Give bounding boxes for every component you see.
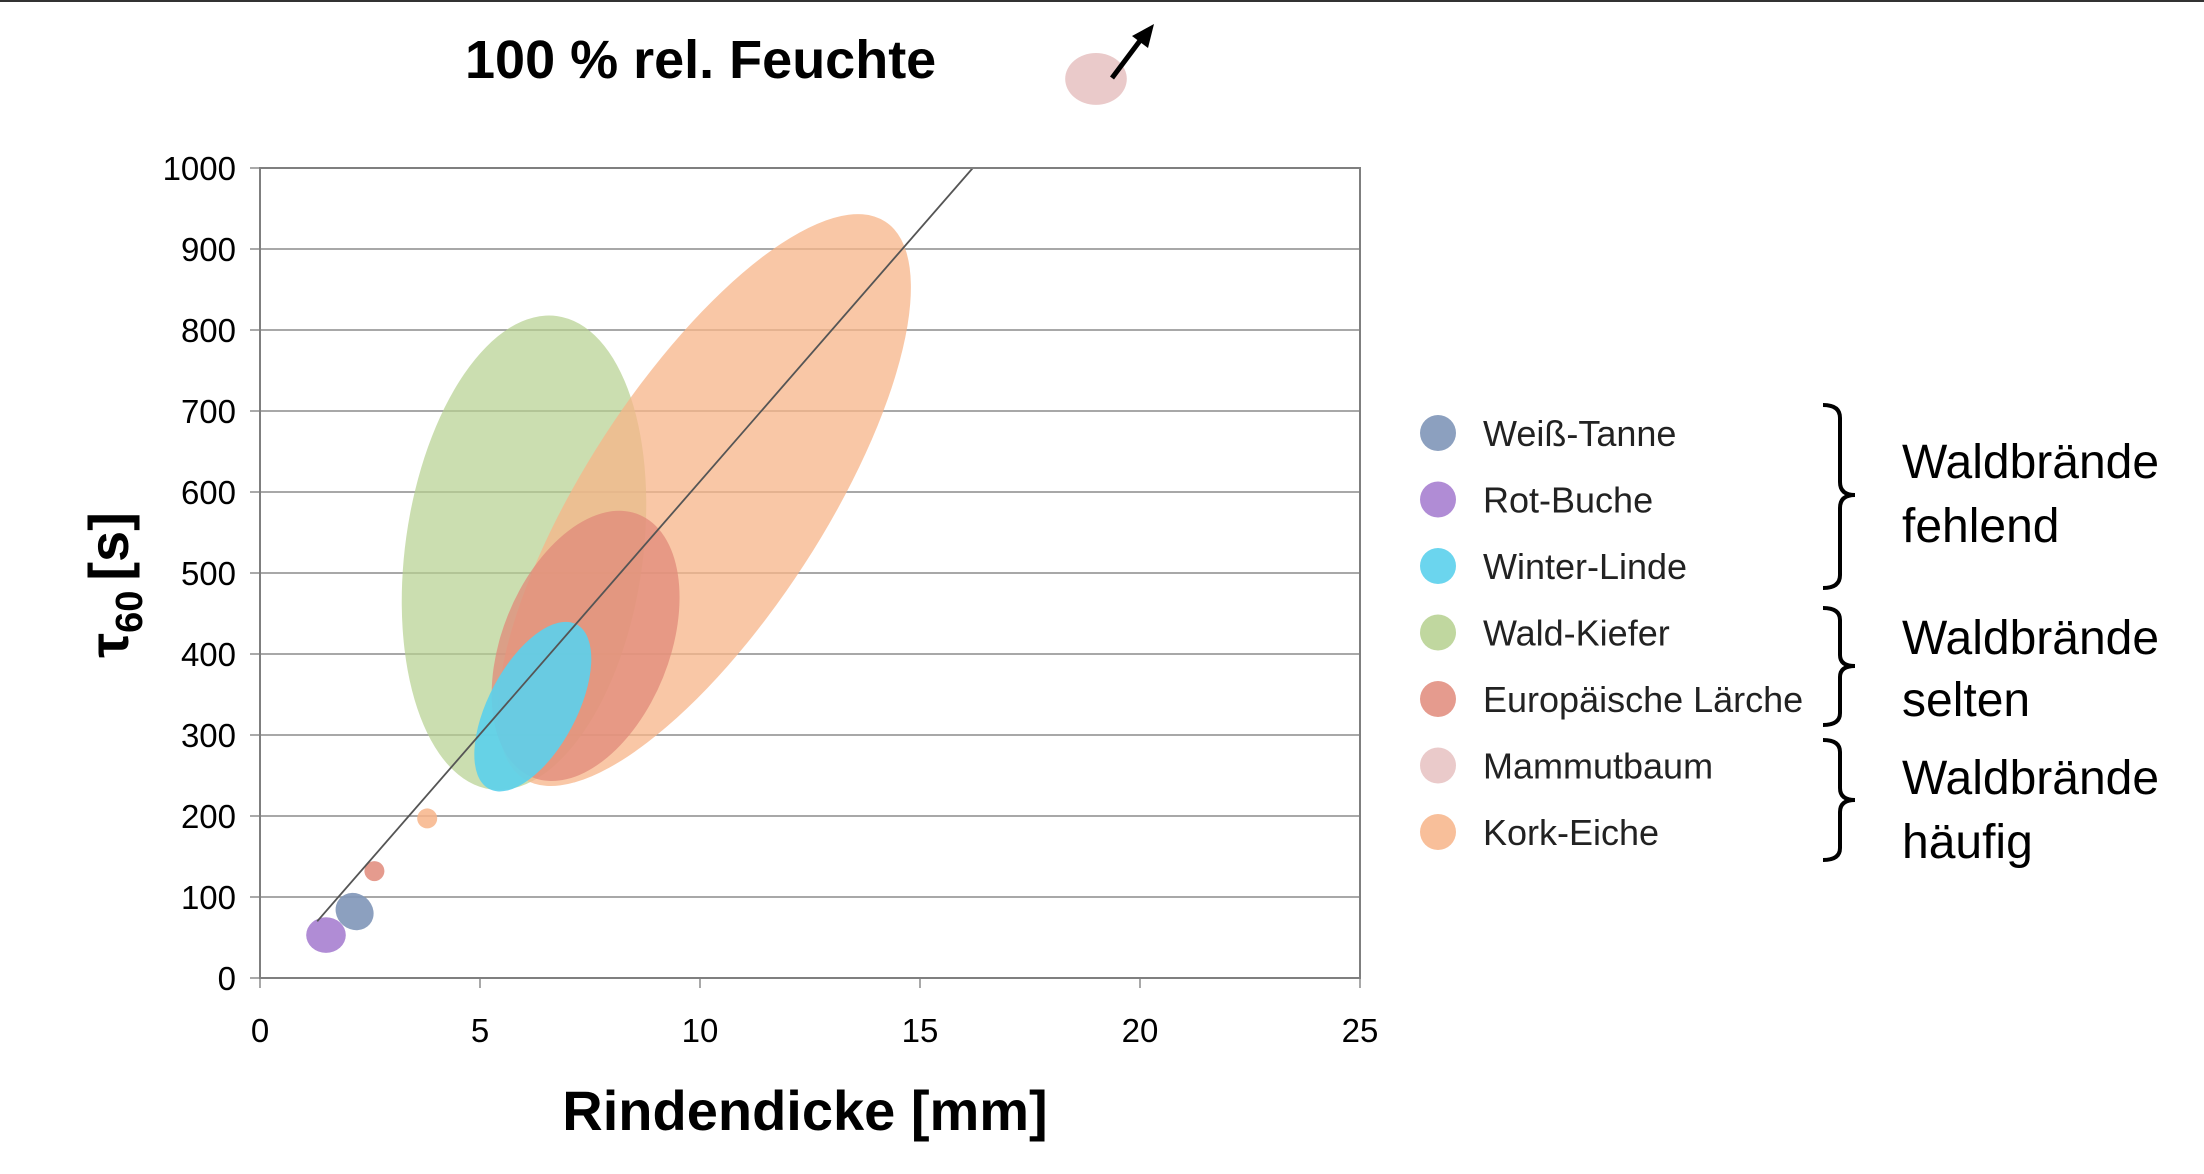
y-axis-unit: [s] xyxy=(77,512,140,580)
extra-point-0 xyxy=(364,861,385,882)
plot-frame xyxy=(259,167,1361,979)
legend-label-6: Kork-Eiche xyxy=(1483,812,1659,853)
y-tick-label-300: 300 xyxy=(181,717,236,754)
y-tick-labels: 0 100 200 300 400 500 600 700 800 900 1000 xyxy=(163,150,236,997)
y-tick-label-1000: 1000 xyxy=(163,150,236,187)
legend-label-3: Wald-Kiefer xyxy=(1483,613,1670,654)
bracket-haeufig xyxy=(1822,738,1856,862)
legend-swatch-6 xyxy=(1420,814,1456,850)
legend-swatch-1 xyxy=(1420,481,1456,518)
data-ellipses xyxy=(306,214,911,953)
legend-label-1: Rot-Buche xyxy=(1483,480,1653,521)
legend-label-2: Winter-Linde xyxy=(1483,546,1687,587)
legend: Weiß-Tanne Rot-Buche Winter-Linde Wald-Kief… xyxy=(1420,413,1803,853)
y-axis-subscript: 60 xyxy=(109,591,151,633)
mammutbaum-offscale-marker xyxy=(1065,52,1127,105)
group-brackets xyxy=(1822,403,1856,862)
y-tick-label-800: 800 xyxy=(181,312,236,349)
ellipse-weiß-tanne xyxy=(335,892,374,931)
ellipse-winter-linde xyxy=(474,621,592,792)
y-tick-label-0: 0 xyxy=(218,960,236,997)
legend-swatch-0 xyxy=(1420,415,1456,451)
y-tick-label-500: 500 xyxy=(181,555,236,592)
svg-text:τ60[s]: τ60 [s] xyxy=(77,512,151,658)
x-tick-label-0: 0 xyxy=(251,1012,269,1049)
group-fehlend-line2: fehlend xyxy=(1902,500,2059,553)
x-tick-labels: 0 5 10 15 20 25 xyxy=(251,1012,1379,1049)
group-fehlend-line1: Waldbrände xyxy=(1902,436,2159,489)
ellipse-mammutbaum xyxy=(1065,52,1127,105)
x-tick-label-10: 10 xyxy=(682,1012,719,1049)
bracket-selten xyxy=(1822,606,1856,727)
group-haeufig-line2: häufig xyxy=(1902,816,2033,869)
y-tick-label-700: 700 xyxy=(181,393,236,430)
legend-label-0: Weiß-Tanne xyxy=(1483,413,1676,454)
legend-swatch-3 xyxy=(1420,614,1456,651)
legend-swatch-2 xyxy=(1420,548,1456,584)
offscale-arrow-icon xyxy=(1110,24,1154,80)
group-selten-line1: Waldbrände xyxy=(1902,612,2159,665)
y-tick-label-900: 900 xyxy=(181,231,236,268)
bracket-fehlend xyxy=(1822,403,1856,590)
ellipse-rot-buche xyxy=(306,917,346,953)
y-tick-label-200: 200 xyxy=(181,798,236,835)
y-axis-title: τ60 [s] xyxy=(77,512,151,658)
legend-label-4: Europäische Lärche xyxy=(1483,679,1803,720)
extra-points xyxy=(364,808,438,882)
group-selten-line2: selten xyxy=(1902,674,2030,727)
y-tick-label-400: 400 xyxy=(181,636,236,673)
x-axis-title: Rindendicke [mm] xyxy=(562,1079,1047,1142)
x-tick-label-15: 15 xyxy=(902,1012,939,1049)
x-tick-label-20: 20 xyxy=(1122,1012,1159,1049)
group-haeufig-line1: Waldbrände xyxy=(1902,752,2159,805)
y-tick-label-600: 600 xyxy=(181,474,236,511)
x-tick-label-25: 25 xyxy=(1342,1012,1379,1049)
trend-line xyxy=(316,167,974,922)
y-axis-symbol: τ xyxy=(77,633,140,658)
y-tick-label-100: 100 xyxy=(181,879,236,916)
extra-point-1 xyxy=(417,808,438,829)
x-tick-label-5: 5 xyxy=(471,1012,489,1049)
legend-swatch-5 xyxy=(1420,747,1456,784)
trend-line-segment xyxy=(316,167,974,922)
legend-swatch-4 xyxy=(1420,681,1456,717)
humidity-annotation: 100 % rel. Feuchte xyxy=(465,30,936,90)
group-labels: Waldbrände fehlend Waldbrände selten Wal… xyxy=(1902,436,2159,869)
legend-label-5: Mammutbaum xyxy=(1483,746,1713,787)
